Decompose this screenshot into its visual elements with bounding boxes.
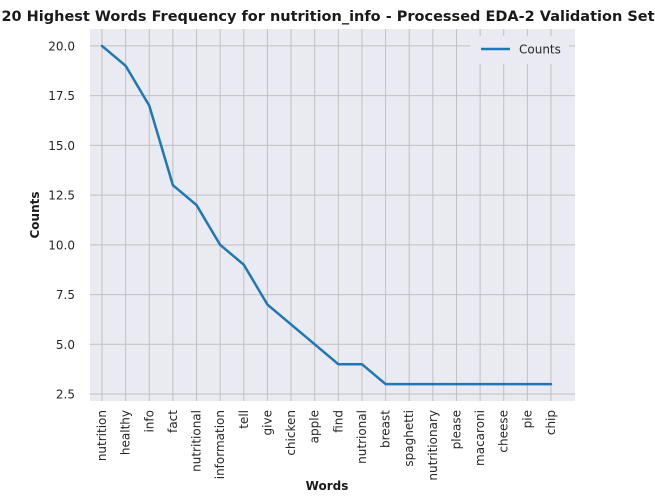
x-tick-label: give	[260, 410, 274, 435]
data-point	[526, 383, 528, 385]
data-point	[266, 304, 268, 306]
data-point	[196, 204, 198, 206]
x-tick-label: information	[213, 410, 227, 479]
chart-title: 20 Highest Words Frequency for nutrition…	[1, 9, 654, 25]
y-axis-label: Counts	[28, 191, 42, 238]
data-point	[290, 323, 292, 325]
y-tick-label: 20.0	[48, 39, 75, 53]
y-tick-label: 17.5	[48, 89, 75, 103]
x-tick-label: chip	[544, 410, 558, 435]
series-layer	[100, 44, 553, 386]
x-tick-label: chicken	[284, 410, 298, 456]
plot-area	[90, 29, 575, 401]
grid	[90, 29, 575, 401]
data-point	[337, 363, 339, 365]
x-tick-label: find	[331, 410, 345, 433]
y-tick-label: 5.0	[56, 338, 75, 352]
data-point	[125, 65, 127, 67]
x-tick-label: macaroni	[473, 410, 487, 466]
data-point	[101, 45, 103, 47]
x-tick-label: nutritional	[190, 410, 204, 472]
data-point	[455, 383, 457, 385]
x-tick-label: pie	[520, 410, 534, 428]
data-point	[172, 184, 174, 186]
data-point	[503, 383, 505, 385]
x-tick-label: please	[449, 410, 463, 449]
x-tick-label: nutrional	[355, 410, 369, 464]
data-point	[314, 343, 316, 345]
x-tick-label: info	[142, 410, 156, 433]
legend-label-counts: Counts	[519, 43, 561, 57]
data-point	[361, 363, 363, 365]
y-tick-label: 15.0	[48, 139, 75, 153]
data-point	[148, 105, 150, 107]
series-line-counts	[100, 44, 553, 386]
y-tick-label: 10.0	[48, 238, 75, 252]
data-point	[219, 244, 221, 246]
x-axis-label: Words	[306, 479, 349, 493]
data-point	[243, 264, 245, 266]
y-tick-label: 2.5	[56, 388, 75, 402]
x-tick-label: spaghetti	[402, 410, 416, 467]
y-tick-label: 7.5	[56, 288, 75, 302]
x-tick-label: tell	[237, 410, 251, 429]
x-tick-label: cheese	[497, 410, 511, 453]
x-axis: nutrition healthy info fact nutritional infor…	[95, 410, 558, 481]
x-tick-label: nutrition	[95, 410, 109, 461]
data-point	[432, 383, 434, 385]
legend: Counts	[470, 36, 569, 64]
x-tick-label: healthy	[119, 410, 133, 455]
x-tick-label: apple	[308, 410, 322, 443]
data-point	[550, 383, 552, 385]
data-point	[408, 383, 410, 385]
data-point	[385, 383, 387, 385]
y-axis: 2.5 5.0 7.5 10.0 12.5 15.0 17.5 20.0	[48, 39, 75, 401]
y-tick-label: 12.5	[48, 189, 75, 203]
x-tick-label: nutritionary	[426, 410, 440, 481]
x-tick-label: breast	[379, 410, 393, 448]
x-tick-label: fact	[166, 410, 180, 433]
data-point	[479, 383, 481, 385]
